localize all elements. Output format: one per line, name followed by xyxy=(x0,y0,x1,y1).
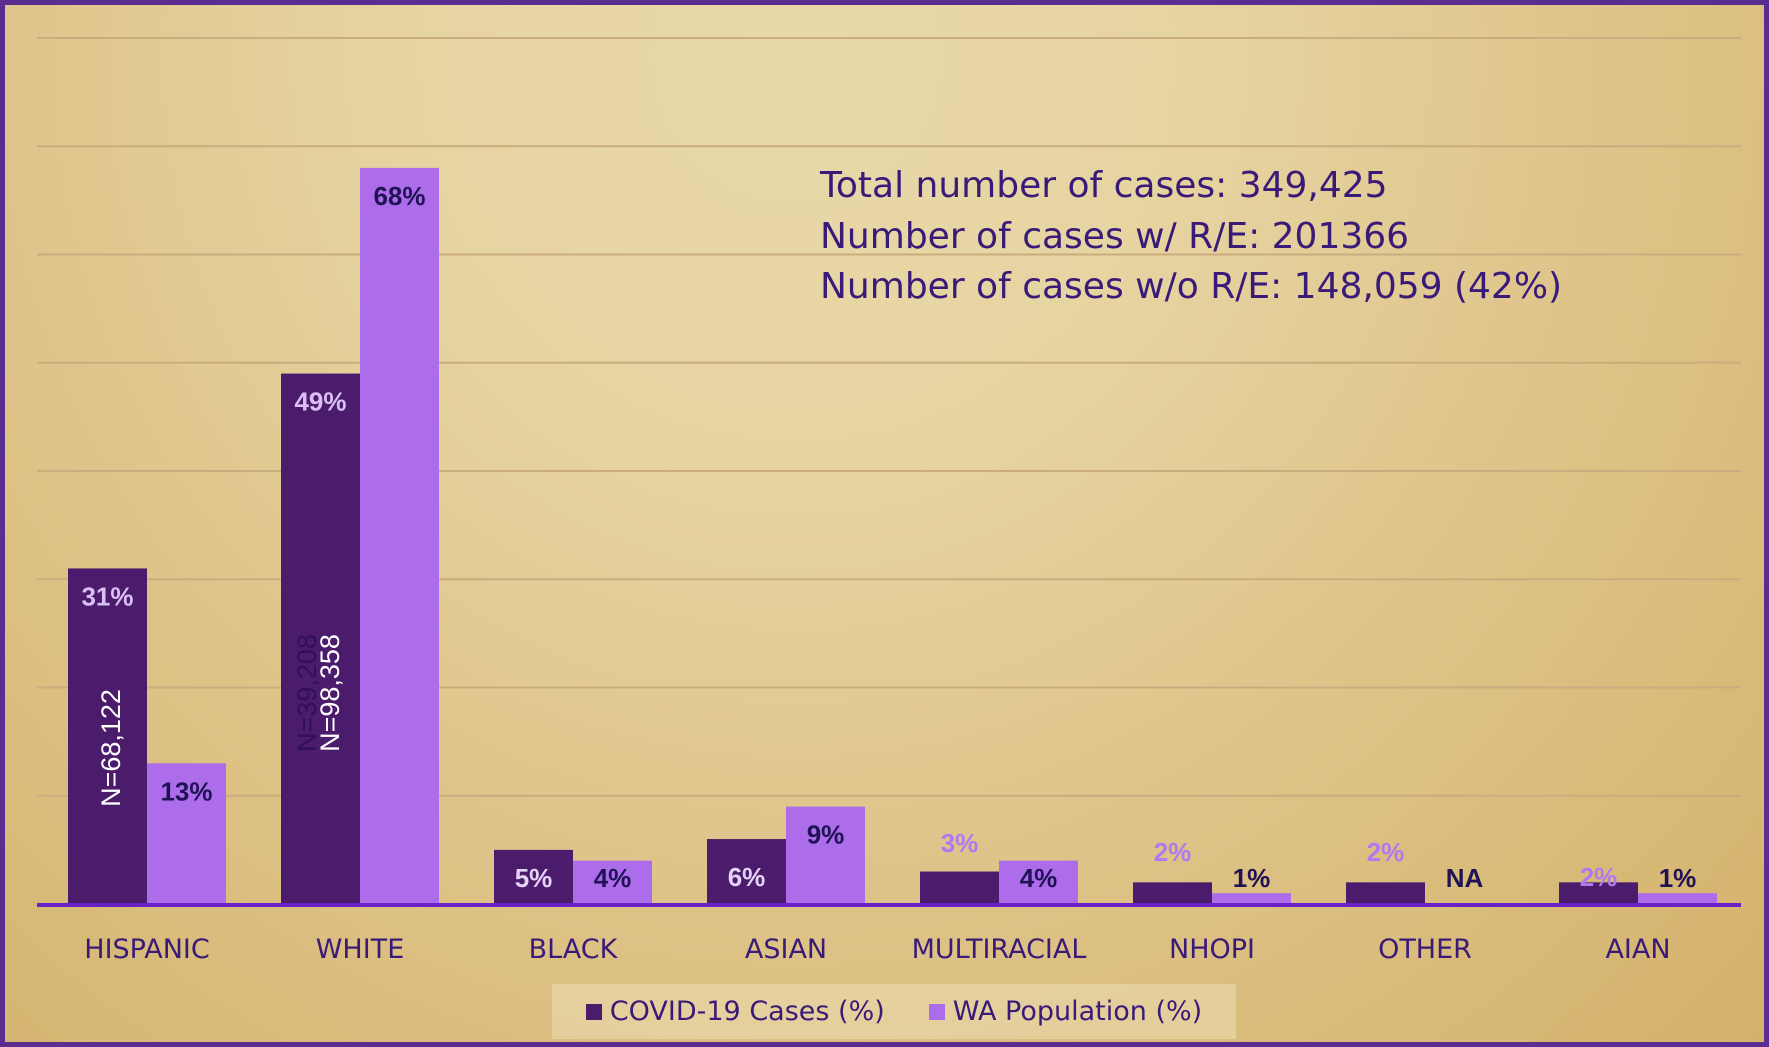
category-label-white: WHITE xyxy=(316,934,405,965)
category-label-hispanic: HISPANIC xyxy=(84,934,209,965)
bar-covid-hispanic xyxy=(68,568,147,904)
data-label-covid-asian: 6% xyxy=(728,862,766,892)
data-label-population-hispanic: 13% xyxy=(160,776,212,806)
data-label-covid-other: 2% xyxy=(1367,837,1405,867)
count-label-hispanic: N=68,122 xyxy=(96,689,126,807)
bar-population-white xyxy=(360,167,439,904)
bar-covid-black xyxy=(494,849,573,904)
x-axis-labels: HISPANIC WHITE BLACK ASIAN MULTIRACIAL NHOPI O… xyxy=(84,934,1670,965)
bar-population-hispanic xyxy=(147,763,226,904)
bar-population-multiracial xyxy=(999,860,1078,904)
legend-label-covid-cases: COVID-19 Cases (%) xyxy=(609,996,885,1027)
data-label-population-other: NA xyxy=(1446,863,1484,893)
total-cases-text: Total number of cases: 349,425 xyxy=(819,165,1388,206)
category-label-asian: ASIAN xyxy=(745,934,827,965)
bar-covid-white xyxy=(281,373,360,904)
bar-population-nhopi xyxy=(1212,893,1291,904)
bar-covid-multiracial xyxy=(920,871,999,904)
data-label-population-nhopi: 1% xyxy=(1233,863,1271,893)
data-label-covid-white: 49% xyxy=(294,387,346,417)
count-label-white: N=98,358 xyxy=(315,634,345,752)
data-label-covid-multiracial: 3% xyxy=(941,828,979,858)
legend-swatch-wa-population xyxy=(928,1003,945,1020)
bar-covid-asian xyxy=(707,839,786,904)
data-label-population-black: 4% xyxy=(594,863,632,893)
category-label-nhopi: NHOPI xyxy=(1169,934,1255,965)
category-label-aian: AIAN xyxy=(1605,934,1670,965)
data-label-covid-black: 5% xyxy=(515,863,553,893)
data-label-population-asian: 9% xyxy=(807,820,845,850)
data-label-population-aian: 1% xyxy=(1659,863,1697,893)
category-label-other: OTHER xyxy=(1378,934,1472,965)
legend-label-wa-population: WA Population (%) xyxy=(952,996,1203,1027)
count-label-white-hidden: N=39,208 xyxy=(292,634,322,752)
data-labels: 31% 13% 49% 68% 5% 4% 6% 9% 3% 4% 2% 1% 2% NA 2% 1% xyxy=(81,181,1696,893)
bar-covid-nhopi xyxy=(1133,882,1212,904)
legend-item-covid-cases: COVID-19 Cases (%) xyxy=(585,996,885,1027)
bars xyxy=(68,167,1717,904)
legend-swatch-covid-cases xyxy=(585,1003,602,1020)
bar-population-aian xyxy=(1638,893,1717,904)
category-label-black: BLACK xyxy=(529,934,619,965)
cases-with-re-text: Number of cases w/ R/E: 201366 xyxy=(820,216,1409,257)
bar-population-asian xyxy=(786,806,865,904)
data-label-covid-aian: 2% xyxy=(1580,862,1618,892)
data-label-covid-nhopi: 2% xyxy=(1154,837,1192,867)
bar-covid-other xyxy=(1346,882,1425,904)
data-label-population-multiracial: 4% xyxy=(1020,863,1058,893)
data-label-population-white: 68% xyxy=(373,181,425,211)
data-label-covid-hispanic: 31% xyxy=(81,581,133,611)
summary-annotation: Total number of cases: 349,425 Number of… xyxy=(819,165,1562,307)
cases-without-re-text: Number of cases w/o R/E: 148,059 (42%) xyxy=(820,266,1562,307)
bar-population-black xyxy=(573,860,652,904)
bar-covid-aian xyxy=(1559,882,1638,904)
legend-item-wa-population: WA Population (%) xyxy=(928,996,1203,1027)
category-label-multiracial: MULTIRACIAL xyxy=(912,934,1087,965)
chart-legend: COVID-19 Cases (%) WA Population (%) xyxy=(552,984,1236,1039)
